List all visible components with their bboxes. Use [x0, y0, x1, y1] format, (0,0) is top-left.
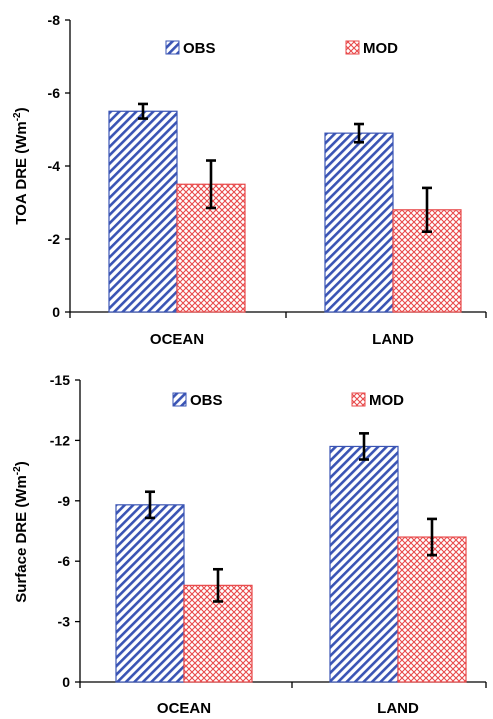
- bar-obs-land: [329, 445, 399, 683]
- y-tick-label-neg4: -4: [48, 158, 61, 174]
- legend-label-mod: MOD: [363, 40, 398, 57]
- y-tick-label-neg12: -12: [50, 432, 70, 448]
- category-label-ocean: OCEAN: [157, 700, 211, 717]
- error-bar-mod-land: [427, 517, 437, 557]
- bar-obs-land: [324, 132, 394, 313]
- y-tick-label-neg9: -9: [58, 493, 71, 509]
- error-bar-mod-land: [422, 186, 432, 233]
- legend: OBS MOD: [165, 40, 398, 57]
- y-tick-label-0: 0: [62, 674, 70, 690]
- y-axis-label: Surface DRE (Wm-2): [12, 461, 30, 602]
- legend-swatch-obs: [165, 40, 180, 55]
- error-bar-obs-land: [359, 432, 369, 461]
- error-bars: [138, 102, 432, 233]
- legend-label-obs: OBS: [190, 392, 223, 409]
- error-bar-obs-ocean: [145, 490, 155, 520]
- bars: [115, 445, 467, 683]
- category-label-land: LAND: [372, 331, 414, 348]
- y-tick-label-neg2: -2: [48, 231, 61, 247]
- y-tick-label-neg3: -3: [58, 614, 71, 630]
- legend-swatch-obs: [172, 392, 187, 407]
- y-tick-label-neg8: -8: [48, 12, 61, 28]
- legend-label-mod: MOD: [369, 392, 404, 409]
- y-tick-label-neg15: -15: [50, 372, 70, 388]
- legend-swatch-mod: [351, 392, 366, 407]
- legend: OBS MOD: [172, 392, 404, 409]
- error-bar-mod-ocean: [206, 159, 216, 210]
- category-label-ocean: OCEAN: [150, 331, 204, 348]
- y-axis-label: TOA DRE (Wm-2): [12, 107, 30, 224]
- category-label-land: LAND: [377, 700, 419, 717]
- y-ticks: 0 -3 -6 -9 -12 -15: [50, 372, 80, 690]
- error-bars: [145, 432, 437, 603]
- error-bar-obs-land: [354, 122, 364, 144]
- bars: [108, 110, 462, 313]
- bar-obs-ocean: [115, 504, 185, 683]
- bar-mod-land: [397, 536, 467, 683]
- bar-obs-ocean: [108, 110, 178, 313]
- y-ticks: 0 -2 -4 -6 -8: [48, 12, 70, 320]
- toa-dre-chart: TOA DRE (Wm-2) 0 -2 -4 -6 -8 OCEAN LAND OBS …: [12, 12, 487, 348]
- legend-label-obs: OBS: [183, 40, 216, 57]
- surface-dre-chart: Surface DRE (Wm-2) 0 -3 -6 -9 -12 -15 OCEAN L…: [12, 372, 487, 717]
- y-tick-label-neg6: -6: [48, 85, 61, 101]
- error-bar-mod-ocean: [213, 567, 223, 603]
- y-tick-label-0: 0: [52, 304, 60, 320]
- legend-swatch-mod: [345, 40, 360, 55]
- y-tick-label-neg6: -6: [58, 553, 71, 569]
- error-bar-obs-ocean: [138, 102, 148, 120]
